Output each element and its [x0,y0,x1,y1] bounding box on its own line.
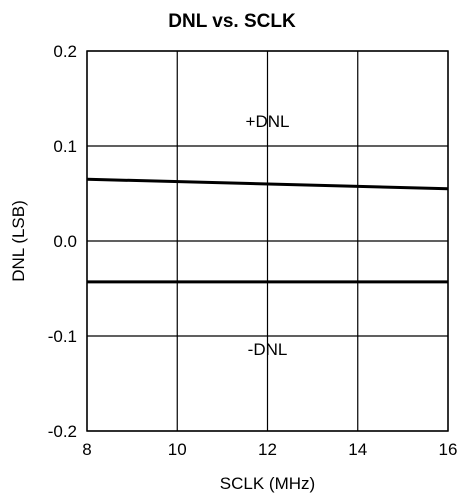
y-tick-label-0: -0.2 [48,422,77,441]
y-tick-label-1: -0.1 [48,327,77,346]
grid-lines [86,50,449,432]
y-tick-label-2: 0.0 [53,232,77,251]
plot-frame [86,50,449,432]
series-line-0 [86,177,449,191]
x-tick-label-4: 16 [439,440,458,459]
chart-title: DNL vs. SCLK [168,11,296,32]
series-group [86,177,449,284]
y-tick-label-3: 0.1 [53,137,77,156]
x-tick-label-3: 14 [348,440,367,459]
annotation-0: +DNL [246,112,290,131]
y-tick-label-4: 0.2 [53,42,77,61]
x-tick-label-1: 10 [168,440,187,459]
x-tick-label-0: 8 [82,440,91,459]
annotations: +DNL -DNL [246,112,290,359]
x-tick-label-2: 12 [258,440,277,459]
x-axis-label: SCLK (MHz) [220,474,315,493]
y-axis-label: DNL (LSB) [9,200,28,282]
annotation-1: -DNL [248,340,288,359]
x-tick-labels: 8 10 12 14 16 [82,440,457,459]
y-tick-labels: -0.2 -0.1 0.0 0.1 0.2 [48,42,77,441]
